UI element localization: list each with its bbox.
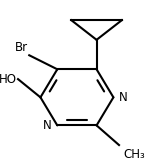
- Text: CH₃: CH₃: [123, 148, 145, 161]
- Text: N: N: [43, 119, 52, 132]
- Text: Br: Br: [15, 41, 28, 54]
- Text: N: N: [119, 91, 128, 104]
- Text: HO: HO: [0, 73, 17, 86]
